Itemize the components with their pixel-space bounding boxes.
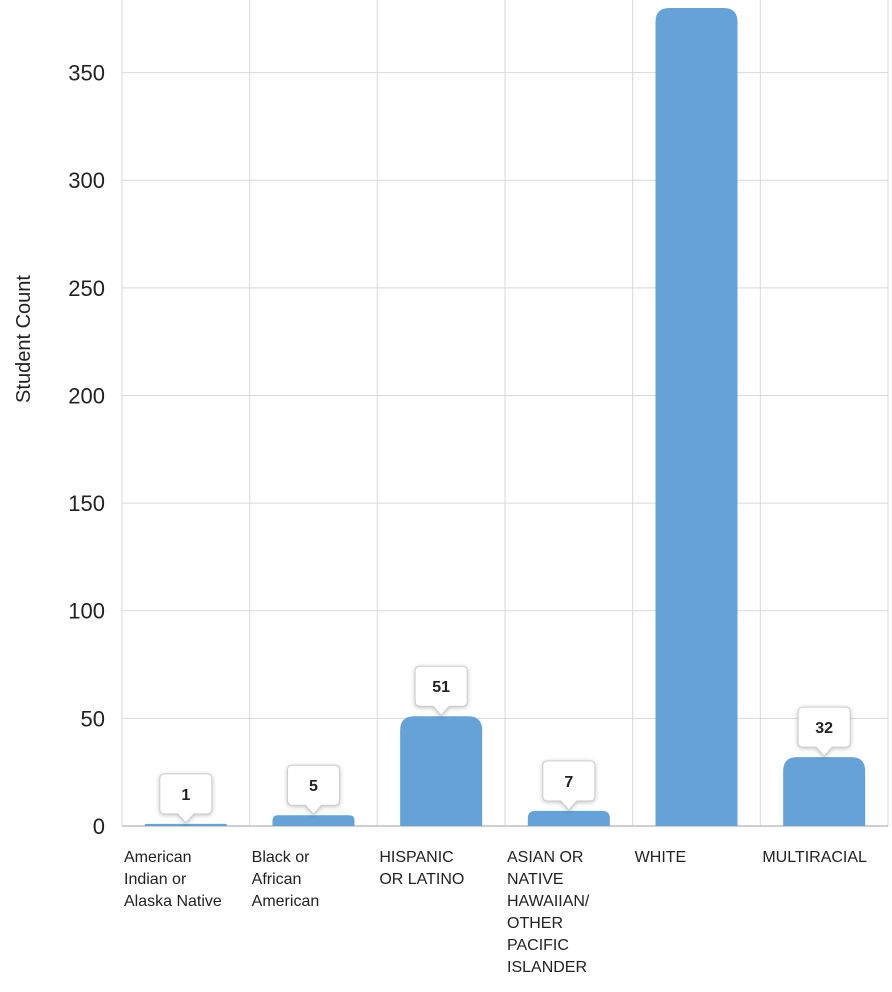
data-label-box xyxy=(542,760,596,811)
x-tick-label: ASIAN OR NATIVE HAWAIIAN/OTHER PACIFIC ISLAN… xyxy=(507,849,590,976)
x-tick-label: American Indian or Alaska Native xyxy=(124,849,222,910)
bar xyxy=(400,716,483,826)
x-tick-label: WHITE xyxy=(635,849,687,866)
x-tick-label-line: Alaska Native xyxy=(124,893,222,910)
data-label-text: 7 xyxy=(564,774,573,791)
data-label-text: 1 xyxy=(181,787,190,804)
data-label: 5 xyxy=(287,764,340,815)
x-tick-label-line: American xyxy=(124,849,192,866)
x-tick-label-line: OR LATINO xyxy=(379,871,464,888)
x-tick-label-line: WHITE xyxy=(635,849,687,866)
data-label-box xyxy=(159,773,213,824)
x-tick-label: HISPANIC OR LATINO xyxy=(379,849,464,888)
y-tick-label: 250 xyxy=(68,276,105,301)
data-label: 1 xyxy=(159,773,213,824)
data-label-text: 51 xyxy=(432,679,450,696)
x-tick-label: MULTIRACIAL xyxy=(762,849,867,866)
x-tick-label-line: Indian or xyxy=(124,871,187,888)
y-tick-label: 100 xyxy=(68,599,105,624)
bar xyxy=(144,823,227,826)
y-tick-label: 0 xyxy=(93,814,105,839)
y-tick-label: 150 xyxy=(68,491,105,516)
y-tick-label: 350 xyxy=(68,61,105,86)
x-tick-label-line: NATIVE xyxy=(507,871,564,888)
x-tick-label-line: ASIAN OR xyxy=(507,849,583,866)
bar xyxy=(783,757,866,826)
data-label-box xyxy=(414,665,468,716)
x-tick-label-line: ISLANDER xyxy=(507,959,587,976)
x-tick-label-line: PACIFIC xyxy=(507,937,569,954)
data-label-text: 32 xyxy=(815,720,833,737)
y-tick-label: 200 xyxy=(68,383,105,408)
x-tick-label-line: Black or xyxy=(252,849,310,866)
y-axis-title: Student Count xyxy=(13,275,35,403)
x-tick-label-line: OTHER xyxy=(507,915,563,932)
x-tick-label-line: HISPANIC xyxy=(379,849,453,866)
x-tick-label-line: African xyxy=(252,871,302,888)
data-label-box xyxy=(797,706,851,757)
x-tick-label-line: MULTIRACIAL xyxy=(762,849,867,866)
y-tick-label: 50 xyxy=(81,706,105,731)
data-label: 7 xyxy=(542,760,596,811)
x-tick-label: Black or African American xyxy=(252,849,320,910)
data-label: 51 xyxy=(414,665,468,716)
bar xyxy=(272,815,355,826)
x-tick-label-line: HAWAIIAN/ xyxy=(507,893,590,910)
x-tick-label-line: American xyxy=(252,893,320,910)
bar xyxy=(527,810,610,826)
data-label: 32 xyxy=(797,706,851,757)
data-label-box xyxy=(287,764,340,815)
y-tick-label: 300 xyxy=(68,168,105,193)
data-label-text: 5 xyxy=(309,778,318,795)
bar xyxy=(655,8,738,826)
